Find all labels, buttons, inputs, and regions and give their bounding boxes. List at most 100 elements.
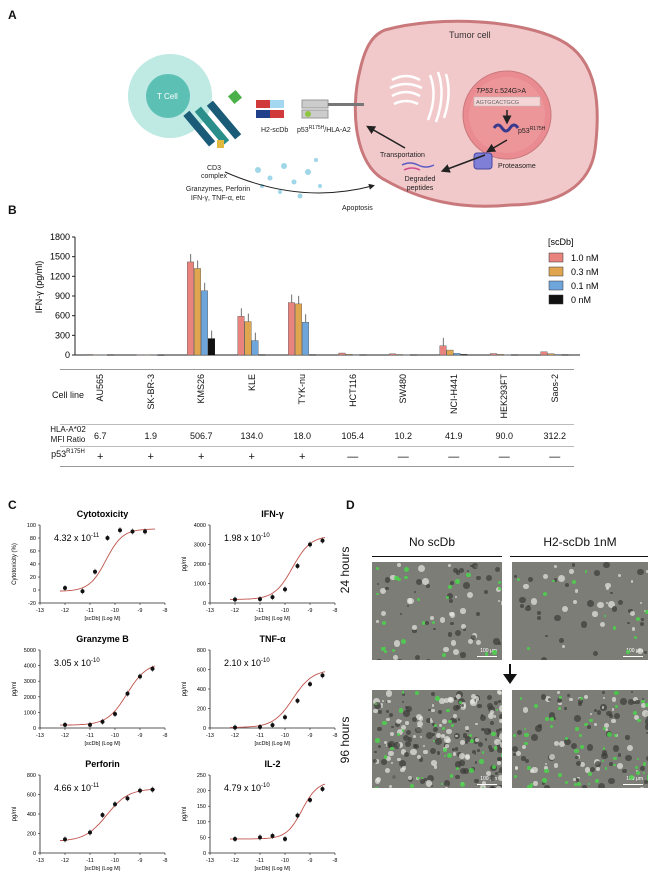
data-point bbox=[283, 715, 287, 720]
cell-blob bbox=[402, 701, 405, 704]
cell-blob bbox=[455, 761, 462, 768]
cell-blob bbox=[495, 785, 502, 788]
dose-plot: Granzyme B 3.05 x 10-10 0 1000 2000 3000 4000 5… bbox=[12, 634, 167, 747]
cell-blob bbox=[603, 722, 610, 729]
cell-blob bbox=[636, 647, 643, 654]
green-fluorescent-cell bbox=[416, 598, 420, 602]
cell-blob bbox=[631, 580, 634, 583]
cell-blob bbox=[418, 565, 426, 573]
green-fluorescent-cell bbox=[575, 727, 579, 731]
cell-blob bbox=[476, 612, 480, 616]
cell-blob bbox=[489, 747, 494, 753]
green-fluorescent-cell bbox=[403, 567, 409, 573]
cell-blob bbox=[386, 717, 390, 722]
cell-blob bbox=[608, 601, 615, 609]
cell-blob bbox=[419, 735, 422, 739]
cell-blob bbox=[405, 705, 409, 709]
cell-blob bbox=[377, 726, 382, 732]
cell-blob bbox=[497, 775, 502, 782]
green-fluorescent-cell bbox=[565, 736, 569, 740]
cell-blob bbox=[399, 759, 407, 767]
cell-blob bbox=[380, 706, 384, 709]
green-fluorescent-cell bbox=[613, 763, 617, 767]
green-fluorescent-cell bbox=[545, 716, 550, 722]
cell-blob bbox=[601, 691, 605, 695]
green-fluorescent-cell bbox=[524, 741, 528, 746]
plot-x-tick-label: -11 bbox=[86, 733, 94, 739]
row-label-p53-main: p53 bbox=[51, 449, 67, 459]
green-fluorescent-cell bbox=[558, 695, 562, 699]
bar bbox=[107, 354, 114, 356]
cell-blob bbox=[644, 651, 648, 655]
cell-blob bbox=[393, 742, 401, 749]
bar-y-tick-label: 1200 bbox=[50, 271, 70, 281]
bar bbox=[338, 352, 346, 356]
green-fluorescent-cell bbox=[564, 780, 569, 785]
cell-blob bbox=[439, 617, 446, 624]
green-fluorescent-cell bbox=[529, 783, 533, 787]
cell-blob bbox=[392, 655, 398, 660]
bar bbox=[143, 354, 151, 356]
bar bbox=[251, 340, 259, 356]
col-label-no-scdb: No scDb bbox=[408, 535, 455, 549]
green-fluorescent-cell bbox=[512, 733, 516, 738]
bar bbox=[194, 268, 201, 356]
bar bbox=[403, 354, 410, 356]
cell-blob bbox=[376, 582, 379, 585]
cell-blob bbox=[646, 755, 648, 761]
bar bbox=[258, 354, 266, 356]
cell-blob bbox=[405, 721, 410, 726]
cell-blob bbox=[452, 752, 457, 756]
green-fluorescent-cell bbox=[381, 720, 387, 726]
cell-blob bbox=[587, 725, 591, 730]
cell-blob bbox=[412, 625, 417, 630]
cell-blob bbox=[476, 575, 482, 581]
cell-blob bbox=[429, 747, 437, 755]
cell-blob bbox=[391, 725, 394, 729]
cell-blob bbox=[408, 775, 412, 780]
legend-label: 0.3 nM bbox=[571, 267, 599, 277]
cell-blob bbox=[380, 587, 387, 594]
cell-blob bbox=[452, 713, 457, 718]
plot-y-tick-label: -20 bbox=[28, 601, 36, 607]
cell-blob bbox=[456, 704, 461, 710]
cell-blob bbox=[449, 581, 454, 586]
cell-blob bbox=[413, 735, 417, 739]
cell-blob bbox=[559, 741, 566, 748]
plot-y-tick-label: 200 bbox=[197, 789, 206, 795]
plot-x-tick-label: -13 bbox=[206, 733, 214, 739]
cell-blob bbox=[493, 715, 496, 718]
cell-blob bbox=[415, 713, 422, 720]
green-fluorescent-cell bbox=[635, 765, 638, 769]
cell-blob bbox=[431, 691, 436, 697]
cell-blob bbox=[575, 778, 580, 782]
cell-blob bbox=[449, 599, 454, 604]
cell-blob bbox=[603, 562, 610, 569]
cell-blob bbox=[488, 712, 495, 719]
plot-y-tick-label: 4000 bbox=[24, 664, 36, 670]
bar-y-tick-label: 600 bbox=[55, 311, 70, 321]
data-point bbox=[100, 812, 105, 817]
cell-blob bbox=[453, 719, 458, 723]
green-fluorescent-cell bbox=[589, 719, 593, 723]
cell-blob bbox=[383, 741, 388, 745]
green-fluorescent-cell bbox=[497, 581, 501, 585]
bar bbox=[396, 354, 403, 356]
cell-blob bbox=[499, 742, 502, 748]
cell-blob bbox=[455, 734, 458, 738]
cell-blob bbox=[387, 750, 394, 757]
cell-blob bbox=[577, 776, 580, 780]
plot-y-tick-label: 60 bbox=[30, 549, 36, 555]
cell-blob bbox=[446, 592, 454, 600]
cell-blob bbox=[470, 634, 477, 640]
cell-blob bbox=[605, 583, 611, 589]
cell-line-label: NCI-H441 bbox=[448, 374, 459, 415]
cell-blob bbox=[487, 705, 495, 713]
cell-blob bbox=[544, 784, 550, 788]
bar bbox=[453, 353, 461, 356]
green-fluorescent-cell bbox=[514, 775, 518, 779]
row-label-p53: p53R175H bbox=[30, 449, 106, 459]
panel-letter-a: A bbox=[8, 8, 17, 22]
cell-blob bbox=[620, 697, 627, 705]
